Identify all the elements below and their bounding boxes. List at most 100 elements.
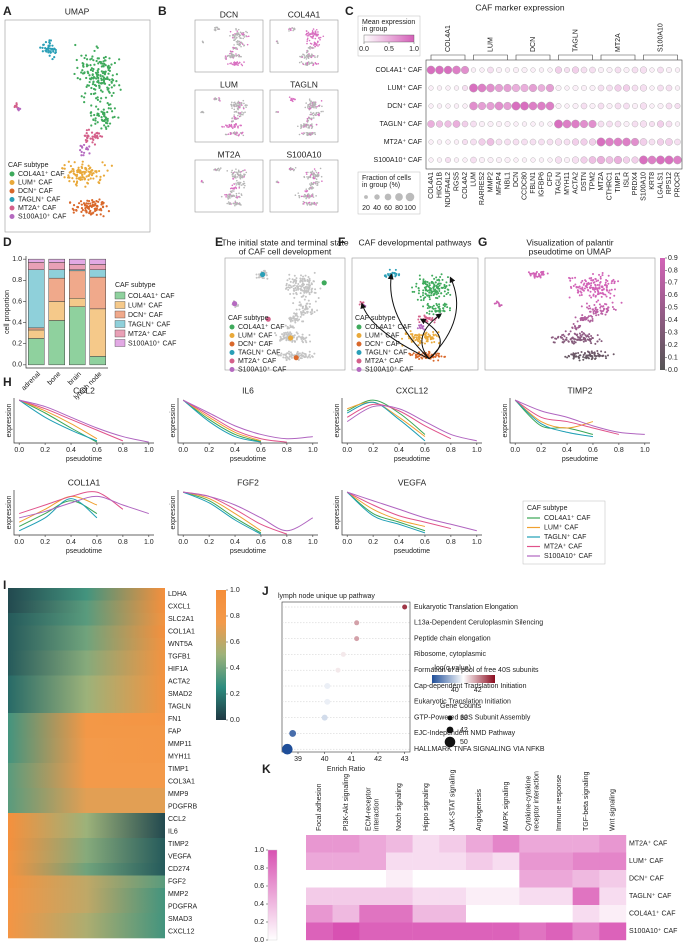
trend-line	[346, 403, 452, 440]
row-label: LUM⁺ CAF	[629, 858, 663, 865]
dot	[606, 84, 613, 92]
umap-point	[401, 337, 404, 340]
umap-point	[306, 34, 309, 37]
y-tick-label: 0.0	[12, 362, 22, 369]
umap-point	[242, 31, 244, 34]
trend-line	[182, 399, 313, 440]
umap-point	[299, 315, 302, 318]
umap-point	[610, 282, 613, 285]
umap-point	[285, 333, 288, 336]
umap-point	[90, 86, 93, 90]
umap-point	[225, 196, 227, 198]
umap-point	[247, 35, 250, 38]
dot	[538, 138, 545, 146]
umap-point	[307, 299, 310, 302]
plot-frame	[269, 19, 339, 73]
umap-point	[583, 337, 586, 340]
umap-point	[288, 30, 290, 32]
umap-point	[293, 340, 296, 343]
state-marker	[265, 316, 271, 322]
umap-point	[275, 181, 278, 183]
gene-label: MT2A	[598, 172, 605, 191]
umap-point	[418, 333, 421, 336]
trend-line	[182, 491, 262, 535]
dot	[546, 138, 554, 146]
umap-point	[95, 45, 98, 48]
umap-point	[595, 300, 598, 303]
group-label: MT2A	[615, 33, 622, 52]
umap-point	[68, 180, 71, 183]
dot	[512, 138, 520, 146]
umap-point	[225, 58, 227, 61]
umap-point	[218, 99, 220, 101]
umap-point	[233, 171, 236, 173]
umap-point	[87, 178, 90, 181]
umap-point	[605, 288, 608, 291]
umap-point	[594, 278, 597, 281]
heatmap-row	[8, 613, 165, 626]
umap-point	[435, 286, 438, 289]
trend-line	[18, 495, 98, 523]
x-tick-label: 0.0	[510, 447, 520, 454]
column-label: MAPK signaling	[503, 781, 510, 831]
umap-point	[291, 326, 294, 329]
umap-point	[540, 273, 543, 276]
umap-point	[435, 276, 438, 279]
trend-line	[183, 491, 262, 532]
trend-line	[19, 491, 124, 515]
dot	[530, 157, 536, 163]
dot	[436, 157, 443, 163]
umap-point	[302, 124, 305, 127]
legend-label: TAGLN⁺ CAF	[544, 534, 586, 541]
umap-point	[416, 338, 419, 341]
umap-point	[45, 50, 48, 53]
umap-point	[385, 275, 388, 278]
umap-point	[590, 282, 593, 285]
umap-point	[236, 104, 238, 107]
umap-point	[596, 352, 599, 355]
umap-point	[81, 160, 84, 163]
umap-point	[83, 101, 86, 104]
umap-point	[91, 83, 95, 86]
umap-point	[95, 105, 98, 108]
umap-point	[96, 121, 99, 124]
umap-point	[91, 69, 94, 73]
umap-point	[300, 61, 303, 63]
umap-point	[308, 116, 311, 119]
legend-marker	[229, 350, 235, 355]
umap-point	[301, 132, 303, 135]
dot	[606, 120, 613, 128]
umap-point	[76, 171, 79, 174]
umap-point	[96, 57, 99, 60]
dot	[674, 85, 681, 91]
umap-point	[300, 337, 303, 340]
umap-point	[84, 166, 87, 170]
umap-point	[303, 279, 306, 282]
umap-point	[91, 73, 94, 77]
umap-point	[305, 201, 307, 204]
legend-marker	[9, 214, 15, 219]
heatmap-row	[8, 750, 165, 764]
umap-point	[311, 186, 313, 188]
umap-point	[91, 203, 94, 206]
umap-point	[81, 208, 84, 212]
heatmap-cell	[546, 887, 573, 906]
umap-point	[80, 95, 83, 98]
umap-point	[232, 48, 235, 50]
umap-point	[306, 63, 309, 65]
umap-point	[86, 136, 89, 139]
umap-point	[84, 92, 87, 95]
umap-point	[298, 196, 301, 199]
umap-point	[584, 339, 587, 342]
pathway-dot	[324, 698, 331, 705]
umap-point	[293, 312, 296, 315]
umap-point	[87, 164, 90, 167]
x-axis-label: pseudotime	[394, 548, 430, 555]
umap-point	[300, 357, 303, 360]
umap-point	[86, 206, 89, 209]
umap-point	[237, 171, 239, 174]
umap-point	[583, 332, 586, 335]
umap-point	[611, 301, 614, 304]
legend-label: COL4A1⁺ CAF	[365, 324, 412, 331]
umap-point	[287, 327, 290, 330]
